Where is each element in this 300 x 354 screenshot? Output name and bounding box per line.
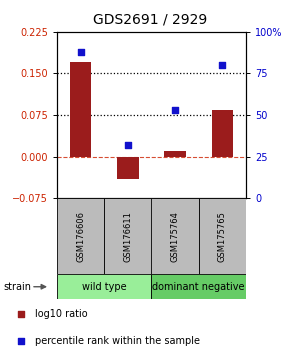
Text: wild type: wild type [82,282,127,292]
Text: GSM175764: GSM175764 [171,211,180,262]
Point [18,312,23,317]
Point [18,338,23,343]
Text: strain: strain [3,282,31,292]
Bar [152,274,246,299]
Point [173,107,178,113]
Bar [70,62,91,156]
Text: log10 ratio: log10 ratio [35,309,88,319]
Bar [152,198,199,274]
Text: GSM176606: GSM176606 [76,211,85,262]
Point [125,142,130,148]
Text: GSM176611: GSM176611 [123,211,132,262]
Text: GSM175765: GSM175765 [218,211,227,262]
Bar [57,274,152,299]
Bar [212,109,233,156]
Text: GDS2691 / 2929: GDS2691 / 2929 [93,12,207,27]
Point [220,62,225,68]
Bar [57,198,104,274]
Point [78,49,83,55]
Bar [104,198,152,274]
Text: percentile rank within the sample: percentile rank within the sample [35,336,200,346]
Bar [117,156,139,179]
Bar [164,151,186,156]
Bar [199,198,246,274]
Text: dominant negative: dominant negative [152,282,245,292]
